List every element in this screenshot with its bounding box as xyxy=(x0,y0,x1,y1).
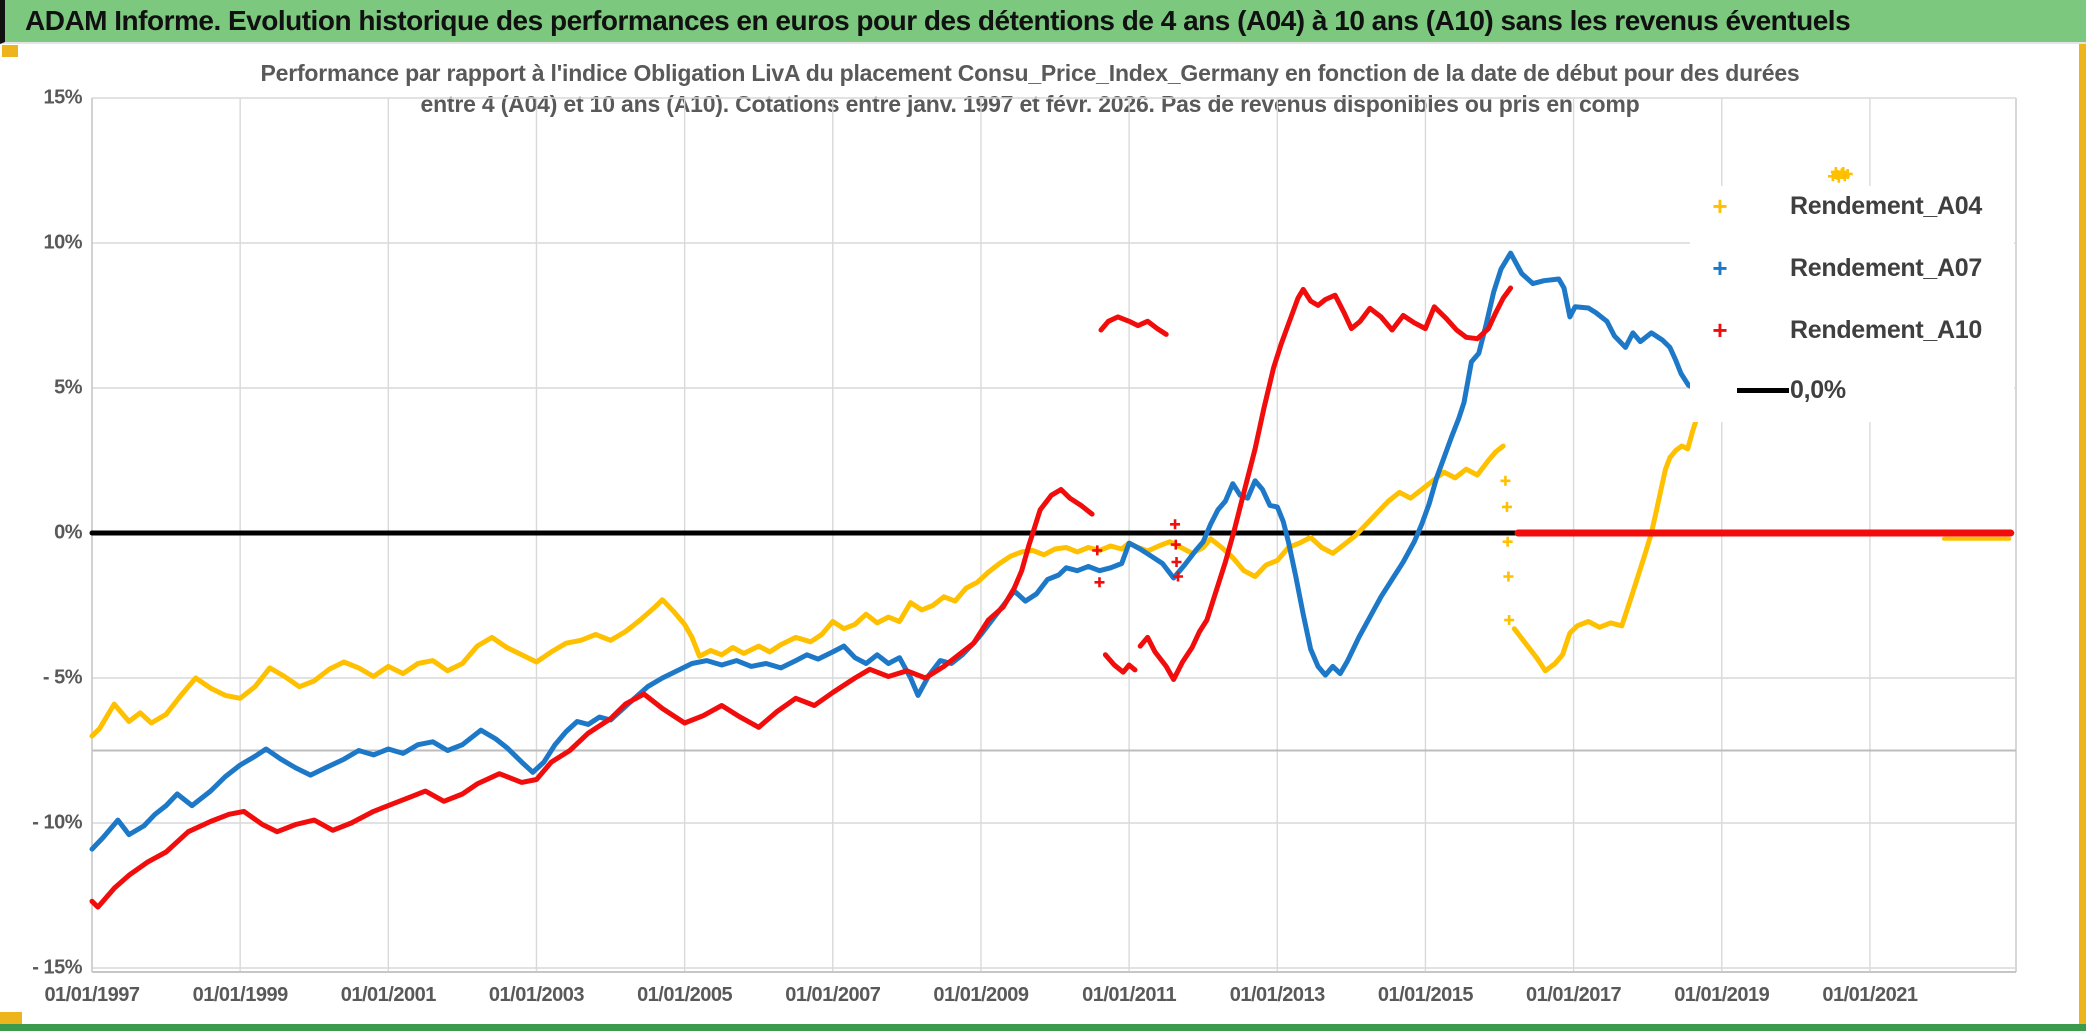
x-tick-label: 01/01/2005 xyxy=(637,984,733,1006)
footer-green-bar xyxy=(0,1024,2086,1031)
page-title: ADAM Informe. Evolution historique des p… xyxy=(25,5,1851,36)
x-tick-label: 01/01/2011 xyxy=(1082,984,1177,1006)
gold-accent-top-left xyxy=(2,45,18,57)
x-tick-label: 01/01/2021 xyxy=(1822,984,1918,1006)
plus-marker-icon: + xyxy=(1712,315,1728,345)
legend-label: Rendement_A04 xyxy=(1790,191,1982,220)
plus-marker-icon: + xyxy=(1712,253,1728,283)
x-tick-label: 01/01/1999 xyxy=(192,984,289,1006)
x-tick-label: 01/01/2003 xyxy=(488,984,585,1006)
x-tick-label: 01/01/2019 xyxy=(1674,984,1770,1006)
y-tick-label: 5% xyxy=(54,376,82,399)
chart-title-line2: entre 4 (A04) et 10 ans (A10). Cotations… xyxy=(420,91,1640,117)
x-tick-label: 01/01/1997 xyxy=(44,984,140,1006)
x-tick-label: 01/01/2017 xyxy=(1526,984,1622,1006)
legend-item-rendement-a04: + Rendement_A04 xyxy=(1690,186,2014,226)
chart-title-line1: Performance par rapport à l'indice Oblig… xyxy=(260,60,1800,86)
legend-item-rendement-a10: + Rendement_A10 xyxy=(1690,310,2014,350)
y-tick-label: - 15% xyxy=(32,956,82,979)
x-tick-label: 01/01/2009 xyxy=(933,984,1029,1006)
gold-accent-right-border xyxy=(2079,44,2086,1031)
x-tick-label: 01/01/2013 xyxy=(1229,984,1326,1006)
y-tick-label: - 10% xyxy=(32,811,82,834)
window-title-bar: ADAM Informe. Evolution historique des p… xyxy=(0,0,2086,44)
gold-accent-bottom-left xyxy=(0,1012,22,1025)
legend-item-rendement-a07: + Rendement_A07 xyxy=(1690,248,2014,288)
legend-label: Rendement_A10 xyxy=(1790,315,1982,344)
legend-label: 0,0% xyxy=(1790,375,1846,404)
x-tick-label: 01/01/2001 xyxy=(340,984,437,1006)
legend-item-zero-line: 0,0% xyxy=(1690,370,2014,410)
y-tick-label: - 5% xyxy=(42,666,83,689)
plus-marker-icon: + xyxy=(1712,191,1728,221)
legend-label: Rendement_A07 xyxy=(1790,253,1982,282)
x-tick-label: 01/01/2007 xyxy=(785,984,881,1006)
x-tick-label: 01/01/2015 xyxy=(1377,984,1474,1006)
chart-legend: + Rendement_A04 + Rendement_A07 + Rendem… xyxy=(1690,186,2014,422)
y-tick-label: 0% xyxy=(54,521,82,544)
y-tick-label: 10% xyxy=(43,231,82,254)
chart-title: Performance par rapport à l'indice Oblig… xyxy=(170,58,1890,120)
black-line-marker-icon xyxy=(1737,388,1789,393)
y-tick-label: 15% xyxy=(43,86,82,109)
